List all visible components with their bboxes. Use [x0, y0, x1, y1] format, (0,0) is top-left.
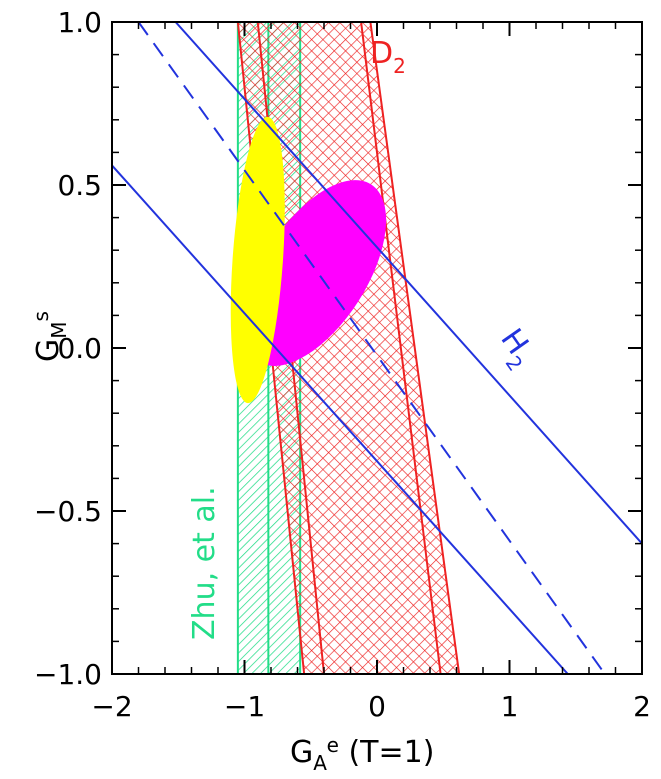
y-tick-label: 0.5 [57, 169, 102, 202]
y-tick-label: 0.0 [57, 332, 102, 365]
x-tick-label: 2 [633, 690, 651, 723]
inner-ellipse [230, 116, 285, 404]
y-tick-label: −1.0 [34, 658, 102, 691]
d2-band-right-inner [360, 22, 442, 674]
x-tick-label: 1 [501, 690, 519, 723]
x-axis-label: GAe (T=1) [290, 733, 434, 775]
d2-band-fill-b [237, 22, 460, 674]
d2-band-right-outer [369, 22, 461, 674]
y-axis-label: GMs [29, 311, 71, 362]
y-tick-label: −0.5 [34, 495, 102, 528]
x-tick-label: 0 [368, 690, 386, 723]
y-tick-label: 1.0 [57, 6, 102, 39]
h2-center-line [137, 22, 606, 674]
x-tick-label: −1 [224, 690, 265, 723]
x-tick-label: −2 [91, 690, 132, 723]
d2-label: D2 [370, 36, 406, 78]
zhu-label: Zhu, et al. [187, 486, 222, 640]
h2-upper-line [174, 22, 642, 545]
h2-label: H2 [488, 323, 543, 376]
outer-ellipse [243, 180, 387, 366]
h2-lower-line [112, 164, 569, 674]
